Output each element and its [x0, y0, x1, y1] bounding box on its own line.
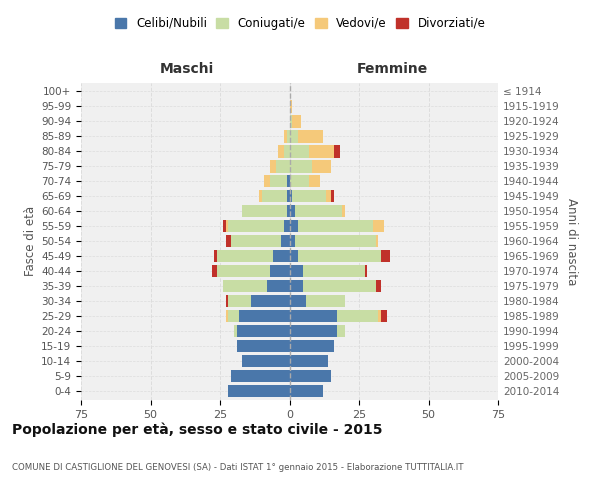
Bar: [304, 280, 376, 292]
Bar: [290, 205, 295, 218]
Bar: [290, 175, 309, 188]
Bar: [376, 280, 381, 292]
Bar: [295, 235, 376, 248]
Bar: [295, 205, 343, 218]
Bar: [290, 100, 292, 112]
Bar: [381, 250, 389, 262]
Bar: [337, 325, 345, 337]
Bar: [334, 146, 340, 158]
Bar: [290, 265, 304, 278]
Bar: [236, 325, 290, 337]
Bar: [290, 355, 328, 367]
Bar: [298, 130, 323, 142]
Bar: [290, 160, 312, 172]
Bar: [331, 190, 334, 202]
Bar: [217, 250, 273, 262]
Bar: [290, 325, 337, 337]
Bar: [234, 325, 236, 337]
Bar: [242, 205, 287, 218]
Bar: [217, 265, 270, 278]
Bar: [309, 146, 334, 158]
Bar: [278, 146, 284, 158]
Bar: [270, 160, 275, 172]
Bar: [287, 175, 290, 188]
Bar: [290, 235, 295, 248]
Bar: [381, 310, 387, 322]
Text: Popolazione per età, sesso e stato civile - 2015: Popolazione per età, sesso e stato civil…: [12, 422, 383, 437]
Bar: [290, 280, 304, 292]
Bar: [223, 280, 267, 292]
Text: Maschi: Maschi: [160, 62, 214, 76]
Bar: [292, 116, 301, 128]
Bar: [287, 130, 290, 142]
Bar: [251, 295, 290, 308]
Bar: [287, 205, 290, 218]
Y-axis label: Fasce di età: Fasce di età: [24, 206, 37, 276]
Bar: [365, 265, 367, 278]
Bar: [284, 130, 287, 142]
Bar: [287, 190, 290, 202]
Bar: [229, 385, 290, 397]
Bar: [229, 220, 284, 232]
Bar: [337, 310, 379, 322]
Bar: [265, 175, 270, 188]
Bar: [343, 205, 345, 218]
Bar: [236, 340, 290, 352]
Bar: [290, 130, 298, 142]
Bar: [292, 190, 326, 202]
Bar: [284, 220, 290, 232]
Bar: [306, 295, 345, 308]
Bar: [290, 250, 298, 262]
Bar: [259, 190, 262, 202]
Y-axis label: Anni di nascita: Anni di nascita: [565, 198, 578, 285]
Bar: [239, 310, 290, 322]
Bar: [212, 265, 217, 278]
Bar: [226, 295, 229, 308]
Bar: [226, 220, 229, 232]
Bar: [290, 385, 323, 397]
Bar: [290, 340, 334, 352]
Legend: Celibi/Nubili, Coniugati/e, Vedovi/e, Divorziati/e: Celibi/Nubili, Coniugati/e, Vedovi/e, Di…: [111, 14, 489, 34]
Bar: [376, 235, 379, 248]
Bar: [270, 175, 287, 188]
Bar: [270, 265, 290, 278]
Bar: [304, 265, 365, 278]
Bar: [326, 190, 331, 202]
Bar: [290, 116, 292, 128]
Bar: [262, 190, 287, 202]
Bar: [290, 370, 331, 382]
Bar: [273, 250, 290, 262]
Bar: [298, 250, 381, 262]
Bar: [290, 295, 306, 308]
Bar: [290, 310, 337, 322]
Bar: [231, 235, 281, 248]
Bar: [242, 355, 290, 367]
Bar: [298, 220, 373, 232]
Bar: [379, 310, 381, 322]
Text: COMUNE DI CASTIGLIONE DEL GENOVESI (SA) - Dati ISTAT 1° gennaio 2015 - Elaborazi: COMUNE DI CASTIGLIONE DEL GENOVESI (SA) …: [12, 462, 464, 471]
Bar: [284, 146, 290, 158]
Bar: [226, 235, 231, 248]
Bar: [275, 160, 290, 172]
Bar: [229, 295, 251, 308]
Bar: [267, 280, 290, 292]
Bar: [231, 370, 290, 382]
Bar: [309, 175, 320, 188]
Bar: [229, 310, 239, 322]
Bar: [290, 220, 298, 232]
Bar: [226, 310, 229, 322]
Bar: [281, 235, 290, 248]
Bar: [290, 146, 309, 158]
Bar: [312, 160, 331, 172]
Bar: [223, 220, 226, 232]
Bar: [214, 250, 217, 262]
Text: Femmine: Femmine: [357, 62, 428, 76]
Bar: [290, 190, 292, 202]
Bar: [373, 220, 384, 232]
